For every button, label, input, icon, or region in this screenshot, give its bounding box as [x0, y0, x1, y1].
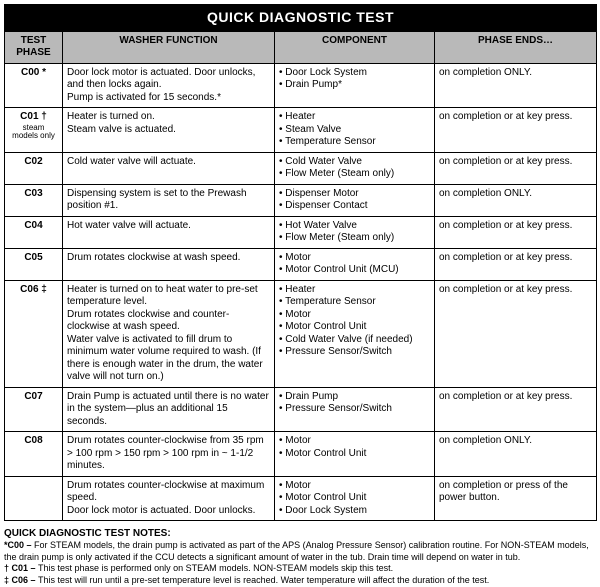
- cell-phase: C06 ‡: [5, 280, 63, 387]
- table-row: C08Drum rotates counter-clockwise from 3…: [5, 432, 597, 477]
- header-function: WASHER FUNCTION: [63, 31, 275, 63]
- cell-component: • Heater• Steam Valve• Temperature Senso…: [275, 108, 435, 153]
- cell-function: Drum rotates counter-clockwise at maximu…: [63, 476, 275, 521]
- table-row: Drum rotates counter-clockwise at maximu…: [5, 476, 597, 521]
- cell-phase: C05: [5, 248, 63, 280]
- table-row: C07Drain Pump is actuated until there is…: [5, 387, 597, 432]
- table-title: QUICK DIAGNOSTIC TEST: [5, 5, 597, 32]
- cell-component: • Door Lock System• Drain Pump*: [275, 63, 435, 108]
- cell-function: Door lock motor is actuated. Door unlock…: [63, 63, 275, 108]
- cell-phase-sub: steam models only: [9, 124, 58, 142]
- cell-component: • Motor• Motor Control Unit (MCU): [275, 248, 435, 280]
- cell-component: • Dispenser Motor• Dispenser Contact: [275, 184, 435, 216]
- cell-end: on completion or at key press.: [435, 248, 597, 280]
- cell-end: on completion ONLY.: [435, 184, 597, 216]
- cell-function: Dispensing system is set to the Prewash …: [63, 184, 275, 216]
- cell-end: on completion ONLY.: [435, 63, 597, 108]
- cell-end: on completion or at key press.: [435, 152, 597, 184]
- cell-function: Heater is turned on.Steam valve is actua…: [63, 108, 275, 153]
- diagnostic-page: QUICK DIAGNOSTIC TEST TEST PHASE WASHER …: [0, 0, 600, 587]
- cell-end: on completion or at key press.: [435, 216, 597, 248]
- table-title-row: QUICK DIAGNOSTIC TEST: [5, 5, 597, 32]
- cell-phase: C03: [5, 184, 63, 216]
- note-line: † C01 – This test phase is performed onl…: [4, 563, 596, 575]
- note-text: This test will run until a pre-set tempe…: [38, 575, 489, 585]
- cell-phase: C08: [5, 432, 63, 477]
- cell-function: Drain Pump is actuated until there is no…: [63, 387, 275, 432]
- header-component: COMPONENT: [275, 31, 435, 63]
- header-phase: TEST PHASE: [5, 31, 63, 63]
- cell-end: on completion or press of the power butt…: [435, 476, 597, 521]
- note-bold: † C01 –: [4, 563, 38, 573]
- note-bold: ‡ C06 –: [4, 575, 38, 585]
- table-row: C04Hot water valve will actuate.• Hot Wa…: [5, 216, 597, 248]
- cell-phase: C00 *: [5, 63, 63, 108]
- cell-function: Heater is turned on to heat water to pre…: [63, 280, 275, 387]
- note-line: *C00 – For STEAM models, the drain pump …: [4, 540, 596, 563]
- table-body: C00 *Door lock motor is actuated. Door u…: [5, 63, 597, 521]
- cell-phase: C07: [5, 387, 63, 432]
- cell-end: on completion or at key press.: [435, 387, 597, 432]
- table-header-row: TEST PHASE WASHER FUNCTION COMPONENT PHA…: [5, 31, 597, 63]
- cell-end: on completion ONLY.: [435, 432, 597, 477]
- cell-component: • Cold Water Valve• Flow Meter (Steam on…: [275, 152, 435, 184]
- cell-function: Drum rotates clockwise at wash speed.: [63, 248, 275, 280]
- cell-end: on completion or at key press.: [435, 108, 597, 153]
- cell-component: • Heater• Temperature Sensor• Motor• Mot…: [275, 280, 435, 387]
- cell-phase: [5, 476, 63, 521]
- cell-component: • Motor• Motor Control Unit• Door Lock S…: [275, 476, 435, 521]
- diagnostic-table: QUICK DIAGNOSTIC TEST TEST PHASE WASHER …: [4, 4, 597, 521]
- notes-list: *C00 – For STEAM models, the drain pump …: [4, 540, 596, 587]
- note-text: This test phase is performed only on STE…: [38, 563, 393, 573]
- cell-phase: C02: [5, 152, 63, 184]
- cell-phase: C01 †steam models only: [5, 108, 63, 153]
- cell-component: • Hot Water Valve• Flow Meter (Steam onl…: [275, 216, 435, 248]
- cell-function: Cold water valve will actuate.: [63, 152, 275, 184]
- cell-component: • Drain Pump• Pressure Sensor/Switch: [275, 387, 435, 432]
- cell-function: Drum rotates counter-clockwise from 35 r…: [63, 432, 275, 477]
- cell-function: Hot water valve will actuate.: [63, 216, 275, 248]
- notes-section: QUICK DIAGNOSTIC TEST NOTES: *C00 – For …: [4, 527, 596, 587]
- note-bold: *C00 –: [4, 540, 34, 550]
- cell-phase: C04: [5, 216, 63, 248]
- note-text: For STEAM models, the drain pump is acti…: [4, 540, 589, 562]
- cell-end: on completion or at key press.: [435, 280, 597, 387]
- table-row: C00 *Door lock motor is actuated. Door u…: [5, 63, 597, 108]
- table-row: C01 †steam models onlyHeater is turned o…: [5, 108, 597, 153]
- table-row: C03Dispensing system is set to the Prewa…: [5, 184, 597, 216]
- cell-component: • Motor• Motor Control Unit: [275, 432, 435, 477]
- notes-heading: QUICK DIAGNOSTIC TEST NOTES:: [4, 527, 596, 540]
- note-line: ‡ C06 – This test will run until a pre-s…: [4, 575, 596, 587]
- table-row: C06 ‡Heater is turned on to heat water t…: [5, 280, 597, 387]
- table-row: C05Drum rotates clockwise at wash speed.…: [5, 248, 597, 280]
- table-row: C02Cold water valve will actuate.• Cold …: [5, 152, 597, 184]
- header-end: PHASE ENDS…: [435, 31, 597, 63]
